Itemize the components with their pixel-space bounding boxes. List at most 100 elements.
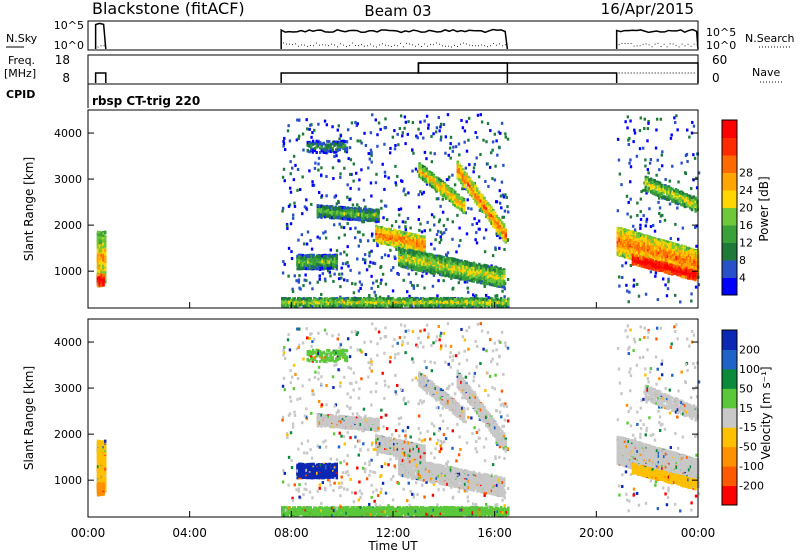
power-cell (344, 233, 346, 236)
power-cell (401, 134, 403, 137)
power-cell (341, 273, 343, 276)
power-cell (402, 131, 404, 134)
power-cell (283, 168, 285, 171)
power-cell (346, 196, 348, 199)
power-cell (104, 231, 106, 234)
power-cell (468, 163, 470, 166)
radar-title: Blackstone (fitACF) (92, 0, 245, 18)
power-cell (420, 132, 422, 135)
power-cell (287, 275, 289, 278)
power-cell (325, 236, 327, 239)
power-cell (372, 282, 374, 285)
power-cell (489, 166, 491, 169)
power-cell (102, 274, 104, 277)
power-cell (381, 163, 383, 166)
power-cell (507, 238, 509, 241)
power-cell (407, 120, 409, 123)
power-cell (405, 228, 407, 231)
power-cell (443, 231, 445, 234)
power-cell (104, 243, 106, 246)
power-cell (314, 167, 316, 170)
sky-label: N.Sky (6, 32, 38, 45)
power-cell (433, 247, 435, 250)
power-cell (444, 152, 446, 155)
power-cell (491, 177, 493, 180)
power-cell (429, 229, 431, 232)
power-cell (418, 193, 420, 196)
search-trace (619, 43, 698, 47)
power-cell (367, 239, 369, 242)
power-cell (374, 294, 376, 297)
power-cell (349, 173, 351, 176)
power-cell (387, 176, 389, 179)
power-cell (443, 123, 445, 126)
power-cell (296, 119, 298, 122)
power-cell (309, 124, 311, 127)
power-cell (467, 207, 469, 210)
power-cell (329, 274, 331, 277)
power-cell (316, 236, 318, 239)
power-cell (452, 288, 454, 291)
power-cell (384, 171, 386, 174)
power-cell (324, 278, 326, 281)
power-cell (380, 279, 382, 282)
power-cell (371, 233, 373, 236)
power-cell (340, 277, 342, 280)
power-cell (311, 180, 313, 183)
power-cell (342, 262, 344, 265)
power-cell (503, 195, 505, 198)
power-cell (362, 258, 364, 261)
power-cell (412, 152, 414, 155)
power-cell (485, 228, 487, 231)
power-cell (400, 114, 402, 117)
power-cell (340, 226, 342, 229)
power-cell (339, 176, 341, 179)
power-cell (299, 188, 301, 191)
power-cell (484, 180, 486, 183)
power-cell (465, 167, 467, 170)
power-cell (407, 133, 409, 136)
power-cell (419, 222, 421, 225)
beam-title: Beam 03 (364, 2, 431, 20)
power-cell (451, 174, 453, 177)
power-cell (475, 294, 477, 297)
power-cell (495, 139, 497, 142)
power-cell (322, 272, 324, 275)
power-cell (423, 287, 425, 290)
power-cell (452, 220, 454, 223)
power-cell (293, 155, 295, 158)
power-cell (376, 133, 378, 136)
power-cell (373, 291, 375, 294)
power-cell (281, 210, 283, 213)
sky-traces (96, 23, 698, 49)
power-cell (498, 146, 500, 149)
power-cell (289, 139, 291, 142)
power-cell (507, 303, 509, 306)
power-cell (347, 265, 349, 268)
power-cell (494, 246, 496, 249)
power-cell (290, 250, 292, 253)
power-cell (430, 135, 432, 138)
power-cell (358, 245, 360, 248)
power-cell (298, 287, 300, 290)
power-cell (400, 179, 402, 182)
power-cell (368, 254, 370, 257)
power-cell (382, 273, 384, 276)
power-cell (286, 227, 288, 230)
power-cell (458, 142, 460, 145)
power-cell (370, 287, 372, 290)
power-cell (347, 245, 349, 248)
power-cell (358, 188, 360, 191)
power-cell (424, 229, 426, 232)
power-cell (104, 259, 106, 262)
power-cell (436, 233, 438, 236)
power-cell (501, 290, 503, 293)
power-cell (297, 239, 299, 242)
power-cell (343, 278, 345, 281)
power-cell (282, 271, 284, 274)
power-cell (324, 120, 326, 123)
power-cell (356, 203, 358, 206)
power-cell (478, 220, 480, 223)
power-cell (418, 205, 420, 208)
power-cell (336, 257, 338, 260)
